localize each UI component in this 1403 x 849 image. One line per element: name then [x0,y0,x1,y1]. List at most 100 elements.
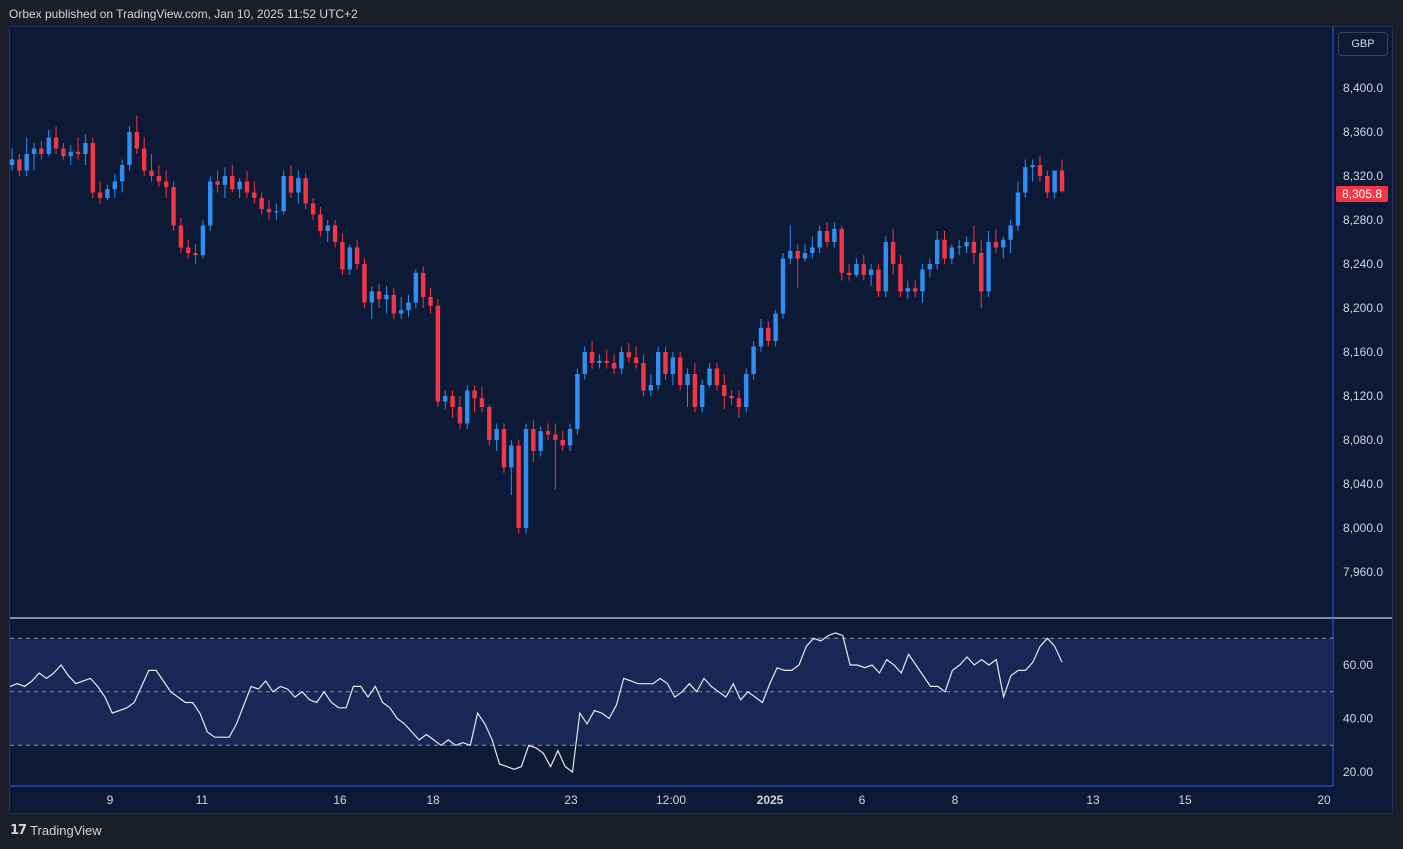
candle-body [39,148,44,154]
candle-body [700,385,705,407]
candle-body [340,242,345,270]
candle-body [1052,170,1057,193]
candle-body [83,143,88,154]
candle-body [736,398,742,407]
brand-footer[interactable]: 17 TradingView [10,823,102,838]
candle-body [457,407,463,424]
top-bar: Orbex published on TradingView.com, Jan … [0,0,1403,26]
rsi-line [9,632,1063,774]
price-tick-label: 8,120.0 [1343,389,1383,403]
candle-body [905,288,911,292]
candle-body [230,176,235,190]
candle-body [964,242,969,247]
candle-body [266,209,272,213]
candle-body [685,374,690,385]
price-tick-label: 8,400.0 [1343,81,1383,95]
candle-body [362,264,367,303]
candle-body [134,132,140,149]
currency-button[interactable]: GBP [1338,32,1388,56]
candle-body [890,242,896,264]
candle-body [347,247,352,270]
candle-body [1001,239,1006,248]
time-tick-label: 9 [107,793,114,807]
candle-body [1023,167,1028,193]
candle-body [788,250,793,259]
candle-body [722,385,727,396]
candle-body [758,327,764,347]
time-tick-label: 2025 [757,793,784,807]
candle-body [46,137,51,154]
candle-body [979,253,984,292]
price-tick-label: 8,240.0 [1343,257,1383,271]
candle-body [663,352,668,374]
candle-body [127,132,132,165]
candle-body [443,396,448,402]
candle-body [376,291,382,300]
candle-body [655,352,661,385]
candle-body [24,154,29,171]
candle-body [156,176,162,182]
candle-body [824,231,830,242]
time-tick-label: 23 [564,793,578,807]
candle-body [575,374,580,429]
candle-body [949,247,955,259]
candle-body [75,151,81,154]
candle-body [274,211,279,213]
candle-body [1015,192,1021,226]
rsi-tick-label: 60.00 [1343,658,1373,672]
candle-body [237,181,242,190]
candle-body [604,360,609,363]
candle-body [325,225,330,231]
candle-body [744,374,749,407]
time-tick-label: 13 [1086,793,1100,807]
candle-body [141,148,147,171]
candle-body [597,360,602,363]
candle-body [883,242,888,292]
candle-body [641,363,646,391]
candle-body [560,440,565,446]
price-tick-label: 8,000.0 [1343,521,1383,535]
candle-body [582,352,587,374]
price-tick-label: 8,040.0 [1343,477,1383,491]
candle-body [846,272,852,275]
candle-body [105,189,110,198]
candle-body [633,357,639,363]
time-tick-label: 8 [952,793,959,807]
candle-body [986,242,991,292]
candle-body [648,385,654,391]
time-tick-label: 6 [859,793,866,807]
candle-body [589,352,595,363]
tradingview-logo-icon: 17 [10,823,27,838]
candle-body [163,181,169,187]
candle-body [501,429,507,468]
candle-body [318,214,323,231]
candle-body [531,429,536,451]
candle-body [567,429,573,446]
candle-body [31,148,37,154]
candle-body [611,363,617,369]
rsi-tick-label: 40.00 [1343,712,1373,726]
candle-body [435,305,441,402]
candle-body [538,431,543,451]
candle-body [619,352,624,369]
candle-body [406,302,411,311]
candle-body [773,313,778,341]
price-tick-label: 8,080.0 [1343,433,1383,447]
candle-body [119,165,125,182]
candle-body [53,137,59,149]
candle-body [252,192,257,198]
candle-body [971,242,977,253]
time-tick-label: 15 [1178,793,1192,807]
candle-body [766,327,771,341]
price-tick-label: 8,360.0 [1343,125,1383,139]
candle-body [868,269,874,275]
price-tick-label: 7,960.0 [1343,565,1383,579]
candle-body [288,176,294,193]
candle-body [509,445,514,468]
candle-body [465,390,470,424]
candle-body [714,368,720,385]
candle-body [707,368,712,385]
candle-body [993,242,999,248]
candle-body [817,231,822,248]
